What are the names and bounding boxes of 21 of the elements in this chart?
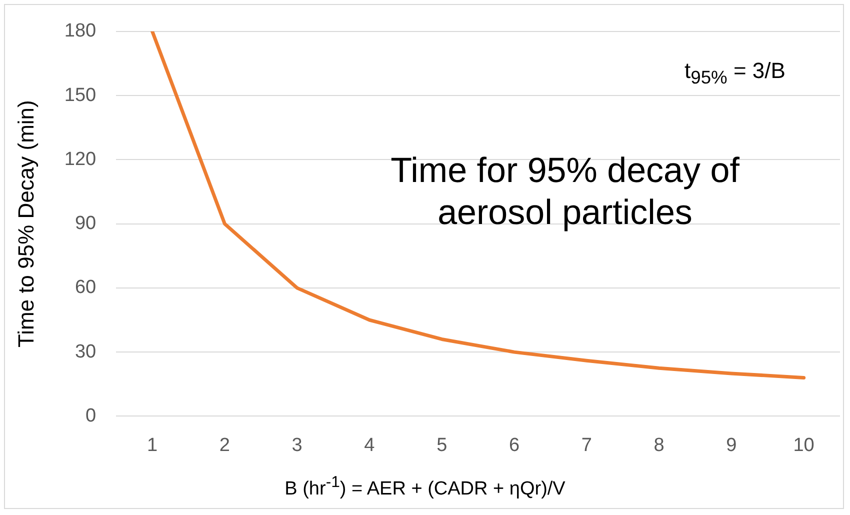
x-tick-label: 9 xyxy=(726,434,737,456)
x-tick-label: 10 xyxy=(793,434,814,456)
y-tick-label: 180 xyxy=(64,20,96,42)
y-tick-label: 90 xyxy=(74,213,96,234)
x-tick-label: 7 xyxy=(581,434,592,456)
x-axis-title: B (hr$^{-1}$) = AER + (CADR + ηQr)/V xyxy=(284,474,566,500)
x-tick-label: 1 xyxy=(147,434,158,456)
x-tick-label: 4 xyxy=(364,434,376,456)
y-tick-label: 0 xyxy=(86,405,96,426)
x-tick-label: 6 xyxy=(508,434,520,456)
x-tick-label: 3 xyxy=(292,434,302,456)
x-tick-label: 2 xyxy=(219,434,230,456)
y-axis-title: Time to 95% Decay (min) xyxy=(13,100,38,348)
x-tick-label: 5 xyxy=(436,434,448,456)
y-tick-label: 120 xyxy=(64,148,96,170)
y-tick-label: 60 xyxy=(74,277,96,298)
x-tick-label: 8 xyxy=(654,434,664,456)
annotation: t$_{95%}$ = 3/B xyxy=(684,58,786,88)
y-tick-label: 30 xyxy=(74,341,96,362)
annotation: Time for 95% decay of aerosol particles xyxy=(390,150,740,234)
y-tick-label: 150 xyxy=(64,84,96,106)
